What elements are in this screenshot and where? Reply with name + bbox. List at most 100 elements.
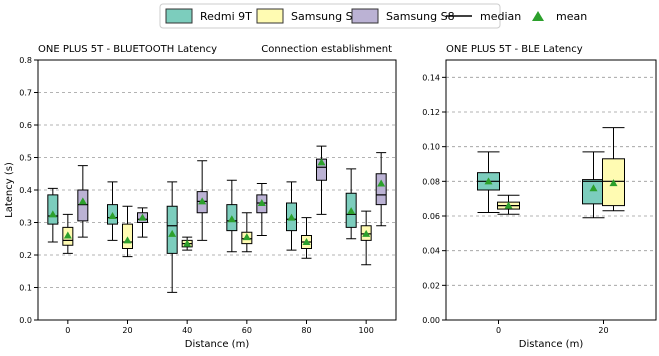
bluetooth-x-tick-label: 0 (65, 326, 70, 335)
bluetooth-box-samsung-s20 (360, 210, 372, 266)
bluetooth-box-redmi-9t (286, 181, 297, 251)
ble-y-ticks: 0.00 0.02 0.04 0.06 0.08 0.10 0.12 0.14 (422, 73, 446, 325)
ble-y-tick-label: 0.14 (422, 73, 440, 82)
legend-label-samsung-s8: Samsung S8 (386, 10, 455, 23)
bluetooth-y-tick-label: 0.6 (19, 121, 32, 130)
box-iqr (375, 173, 387, 206)
mean-marker (227, 215, 236, 223)
box-iqr (122, 223, 133, 249)
bluetooth-grid (38, 59, 396, 288)
bluetooth-y-tick-label: 0.1 (19, 284, 32, 293)
bluetooth-box-samsung-s8 (137, 207, 148, 238)
mean-marker (123, 236, 132, 244)
mean-marker (168, 229, 177, 237)
bluetooth-box-redmi-9t (226, 179, 238, 253)
legend-swatch-redmi (165, 8, 193, 24)
bluetooth-y-axis-label: Latency (s) (4, 162, 15, 218)
bluetooth-box-samsung-s8 (196, 160, 208, 241)
ble-y-tick-label: 0.06 (422, 212, 440, 221)
bluetooth-y-tick-label: 0.7 (19, 89, 32, 98)
ble-chart-title: ONE PLUS 5T - BLE Latency (446, 44, 583, 55)
bluetooth-box-samsung-s8 (77, 165, 89, 238)
bluetooth-x-ticks: 0 20 40 60 80 100 (65, 320, 374, 335)
bluetooth-box-samsung-s8 (256, 183, 268, 236)
bluetooth-box-samsung-s8 (316, 145, 327, 215)
box-iqr (166, 205, 178, 254)
mean-marker (257, 199, 266, 206)
bluetooth-box-redmi-9t (47, 187, 59, 243)
bluetooth-x-tick-label: 40 (182, 326, 192, 335)
bluetooth-y-ticks: 0.0 0.1 0.2 0.3 0.4 0.5 0.6 0.7 0.8 (19, 56, 38, 325)
legend-mean-marker (532, 11, 544, 21)
ble-box-samsung-s20 (497, 194, 520, 215)
ble-x-axis-label: Distance (m) (519, 339, 584, 350)
mean-marker (589, 184, 598, 192)
bluetooth-chart-title: ONE PLUS 5T - BLUETOOTH Latency (38, 44, 217, 55)
bluetooth-plot-frame (37, 59, 397, 321)
box-iqr (47, 194, 59, 225)
legend-label-samsung-s20: Samsung S20 (291, 10, 367, 23)
bluetooth-y-tick-label: 0.3 (19, 219, 32, 228)
mean-marker (48, 210, 57, 218)
legend-item-mean: mean (532, 10, 587, 23)
bluetooth-x-tick-label: 80 (301, 326, 311, 335)
mean-marker (108, 212, 117, 219)
legend-item-samsung-s20: Samsung S20 (256, 8, 367, 24)
legend-swatch-samsung-s20 (256, 8, 284, 24)
mean-marker (78, 197, 87, 205)
bluetooth-y-tick-label: 0.5 (19, 154, 32, 163)
ble-x-tick-label: 20 (598, 326, 608, 335)
ble-chart: ONE PLUS 5T - BLE Latency 0.000.020.040.… (422, 44, 657, 350)
mean-marker (347, 207, 356, 215)
bluetooth-box-samsung-s20 (241, 212, 253, 253)
bluetooth-box-samsung-s8 (375, 152, 387, 227)
legend: Redmi 9T Samsung S20 Samsung S8 median m… (159, 3, 587, 29)
mean-marker (377, 179, 386, 187)
ble-box-samsung-s20 (602, 127, 625, 212)
mean-marker (362, 229, 371, 237)
bluetooth-box-samsung-s20 (301, 217, 312, 259)
bluetooth-boxes (47, 145, 387, 293)
bluetooth-y-tick-label: 0.8 (19, 56, 32, 65)
legend-swatch-samsung-s8 (351, 8, 379, 24)
bluetooth-y-tick-label: 0.0 (19, 316, 32, 325)
mean-marker (302, 238, 311, 245)
ble-plot-frame (445, 59, 657, 321)
bluetooth-y-tick-label: 0.4 (19, 186, 32, 195)
ble-x-ticks: 0 20 (496, 320, 609, 335)
ble-x-tick-label: 0 (496, 326, 501, 335)
legend-item-samsung-s8: Samsung S8 (351, 8, 455, 24)
mean-marker (504, 201, 513, 209)
bluetooth-box-samsung-s20 (181, 236, 193, 251)
legend-item-redmi: Redmi 9T (165, 8, 252, 24)
box-iqr (77, 189, 89, 222)
legend-item-median: median (446, 10, 521, 23)
bluetooth-box-redmi-9t (107, 181, 118, 241)
mean-marker (198, 197, 207, 205)
ble-y-tick-label: 0.10 (422, 143, 440, 152)
ble-y-tick-label: 0.04 (422, 247, 440, 256)
mean-marker (242, 233, 251, 241)
mean-marker (287, 213, 296, 221)
box-iqr (582, 179, 605, 205)
ble-y-tick-label: 0.08 (422, 177, 440, 186)
bluetooth-box-samsung-s20 (62, 213, 74, 254)
ble-y-tick-label: 0.12 (422, 108, 440, 117)
mean-marker (317, 158, 326, 166)
bluetooth-box-samsung-s20 (122, 205, 133, 258)
ble-y-tick-label: 0.02 (422, 281, 440, 290)
mean-marker (138, 213, 147, 221)
bluetooth-chart-annotation: Connection establishment (261, 44, 392, 55)
mean-marker (484, 177, 493, 185)
bluetooth-box-redmi-9t (345, 168, 357, 240)
ble-box-redmi-9t (477, 151, 500, 214)
legend-label-median: median (480, 10, 521, 23)
mean-marker (63, 231, 72, 239)
legend-label-redmi: Redmi 9T (200, 10, 252, 23)
ble-box-redmi-9t (582, 151, 605, 219)
bluetooth-x-tick-label: 20 (122, 326, 132, 335)
mean-marker (183, 239, 192, 247)
mean-marker (609, 179, 618, 187)
bluetooth-box-redmi-9t (166, 181, 178, 293)
